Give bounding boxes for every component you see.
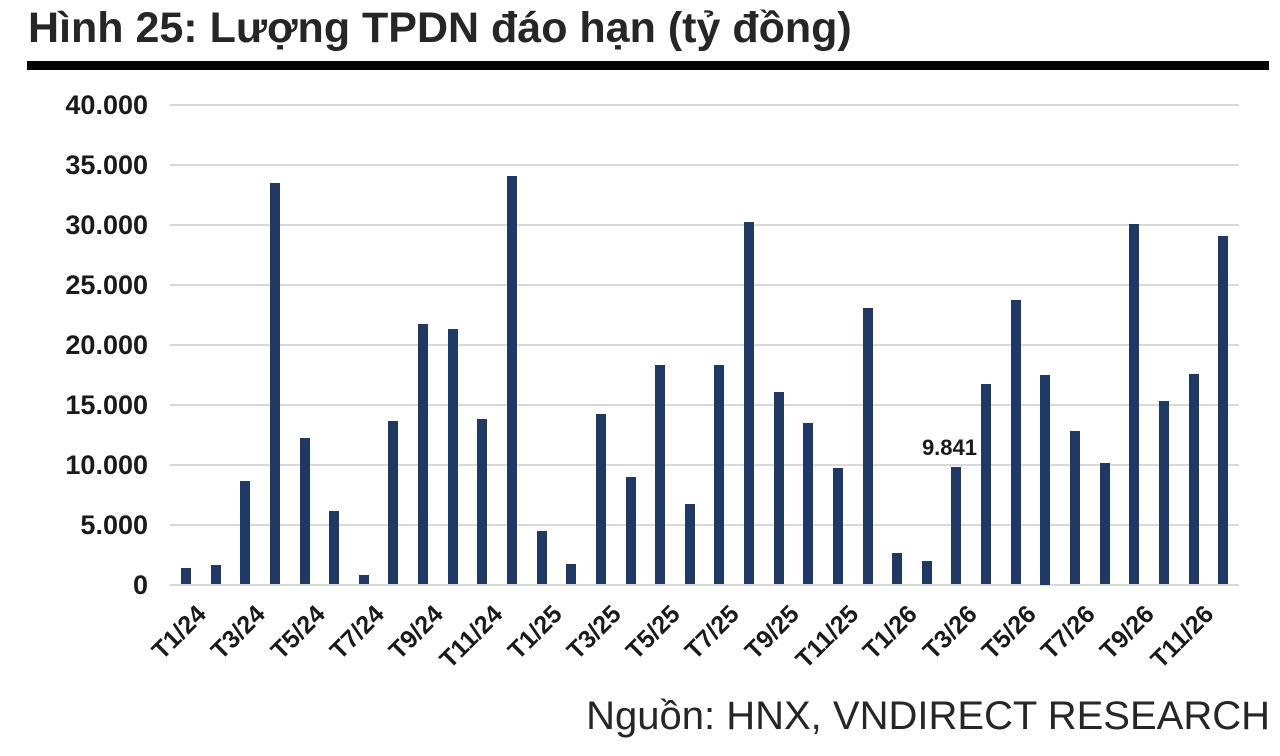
bar-T2/25	[566, 564, 577, 585]
bar-T6/25	[684, 504, 695, 585]
x-tick-label: T7/26	[1035, 600, 1101, 666]
x-tick-label: T7/24	[324, 600, 390, 666]
bar-T11/24	[477, 419, 488, 585]
y-tick-label: 25.000	[65, 269, 148, 300]
figure-title: Hình 25: Lượng TPDN đáo hạn (tỷ đồng)	[28, 4, 852, 52]
bar-T4/26	[981, 384, 992, 585]
gridline	[170, 343, 1239, 346]
bar-T1/25	[536, 530, 547, 585]
bar-T3/24	[240, 481, 251, 585]
bar-T12/24	[506, 175, 517, 585]
bar-T6/26	[1040, 374, 1051, 585]
bar-T11/26	[1188, 373, 1199, 585]
y-tick-label: 20.000	[65, 329, 148, 360]
bar-T4/25	[625, 476, 636, 585]
gridline	[170, 583, 1239, 586]
x-tick-label: T1/26	[858, 600, 924, 666]
bar-data-label: 9.841	[921, 434, 977, 460]
bar-T5/25	[655, 365, 666, 585]
bar-T12/25	[862, 307, 873, 585]
x-tick-label: T11/26	[1145, 600, 1220, 674]
bar-T6/24	[329, 511, 340, 585]
x-tick-label: T11/24	[434, 600, 509, 674]
bar-T8/26	[1099, 463, 1110, 585]
x-tick-label: T5/24	[265, 600, 331, 666]
y-tick-label: 5.000	[80, 509, 148, 540]
gridline	[170, 523, 1239, 526]
gridline	[170, 163, 1239, 166]
x-tick-label: T3/25	[561, 600, 627, 666]
gridline	[170, 283, 1239, 286]
bar-T2/26	[921, 560, 932, 585]
bar-T5/26	[1010, 300, 1021, 585]
bar-T7/25	[714, 365, 725, 585]
bar-T9/24	[418, 324, 429, 585]
y-tick-label: 30.000	[65, 209, 148, 240]
title-underline	[27, 61, 1269, 70]
bar-T10/24	[447, 329, 458, 585]
bar-T9/26	[1129, 223, 1140, 585]
x-tick-label: T3/24	[206, 600, 272, 666]
bar-T10/26	[1158, 401, 1169, 585]
x-tick-label: T1/25	[502, 600, 568, 666]
bar-T11/25	[832, 468, 843, 585]
bar-T12/26	[1218, 235, 1229, 585]
gridline	[170, 104, 1239, 106]
bar-T10/25	[803, 422, 814, 585]
plot-area: 9.841	[170, 104, 1239, 586]
bar-T7/24	[358, 574, 369, 585]
gridline	[170, 223, 1239, 226]
x-tick-label: T3/26	[917, 600, 983, 666]
x-tick-label: T5/26	[976, 600, 1042, 666]
bar-T1/26	[892, 553, 903, 585]
y-tick-label: 15.000	[65, 389, 148, 420]
y-tick-label: 40.000	[65, 90, 148, 120]
bar-T3/25	[595, 414, 606, 585]
bar-T3/26	[951, 466, 962, 585]
bar-T4/24	[269, 182, 280, 585]
bar-T7/26	[1070, 431, 1081, 585]
source-caption: Nguồn: HNX, VNDIRECT RESEARCH	[586, 694, 1270, 738]
bar-T2/24	[210, 565, 221, 585]
x-tick-label: T7/25	[680, 600, 746, 666]
bar-T8/25	[744, 222, 755, 585]
x-tick-label: T1/24	[146, 600, 212, 666]
y-tick-label: 10.000	[65, 449, 148, 480]
y-tick-label: 0	[132, 569, 148, 600]
x-tick-label: T5/25	[620, 600, 686, 666]
bar-T8/24	[388, 421, 399, 585]
y-tick-label: 35.000	[65, 149, 148, 180]
gridline	[170, 403, 1239, 406]
bar-T9/25	[773, 391, 784, 585]
x-tick-label: T11/25	[789, 600, 864, 674]
gridline	[170, 463, 1239, 466]
bar-T5/24	[299, 438, 310, 585]
bar-T1/24	[181, 567, 191, 585]
